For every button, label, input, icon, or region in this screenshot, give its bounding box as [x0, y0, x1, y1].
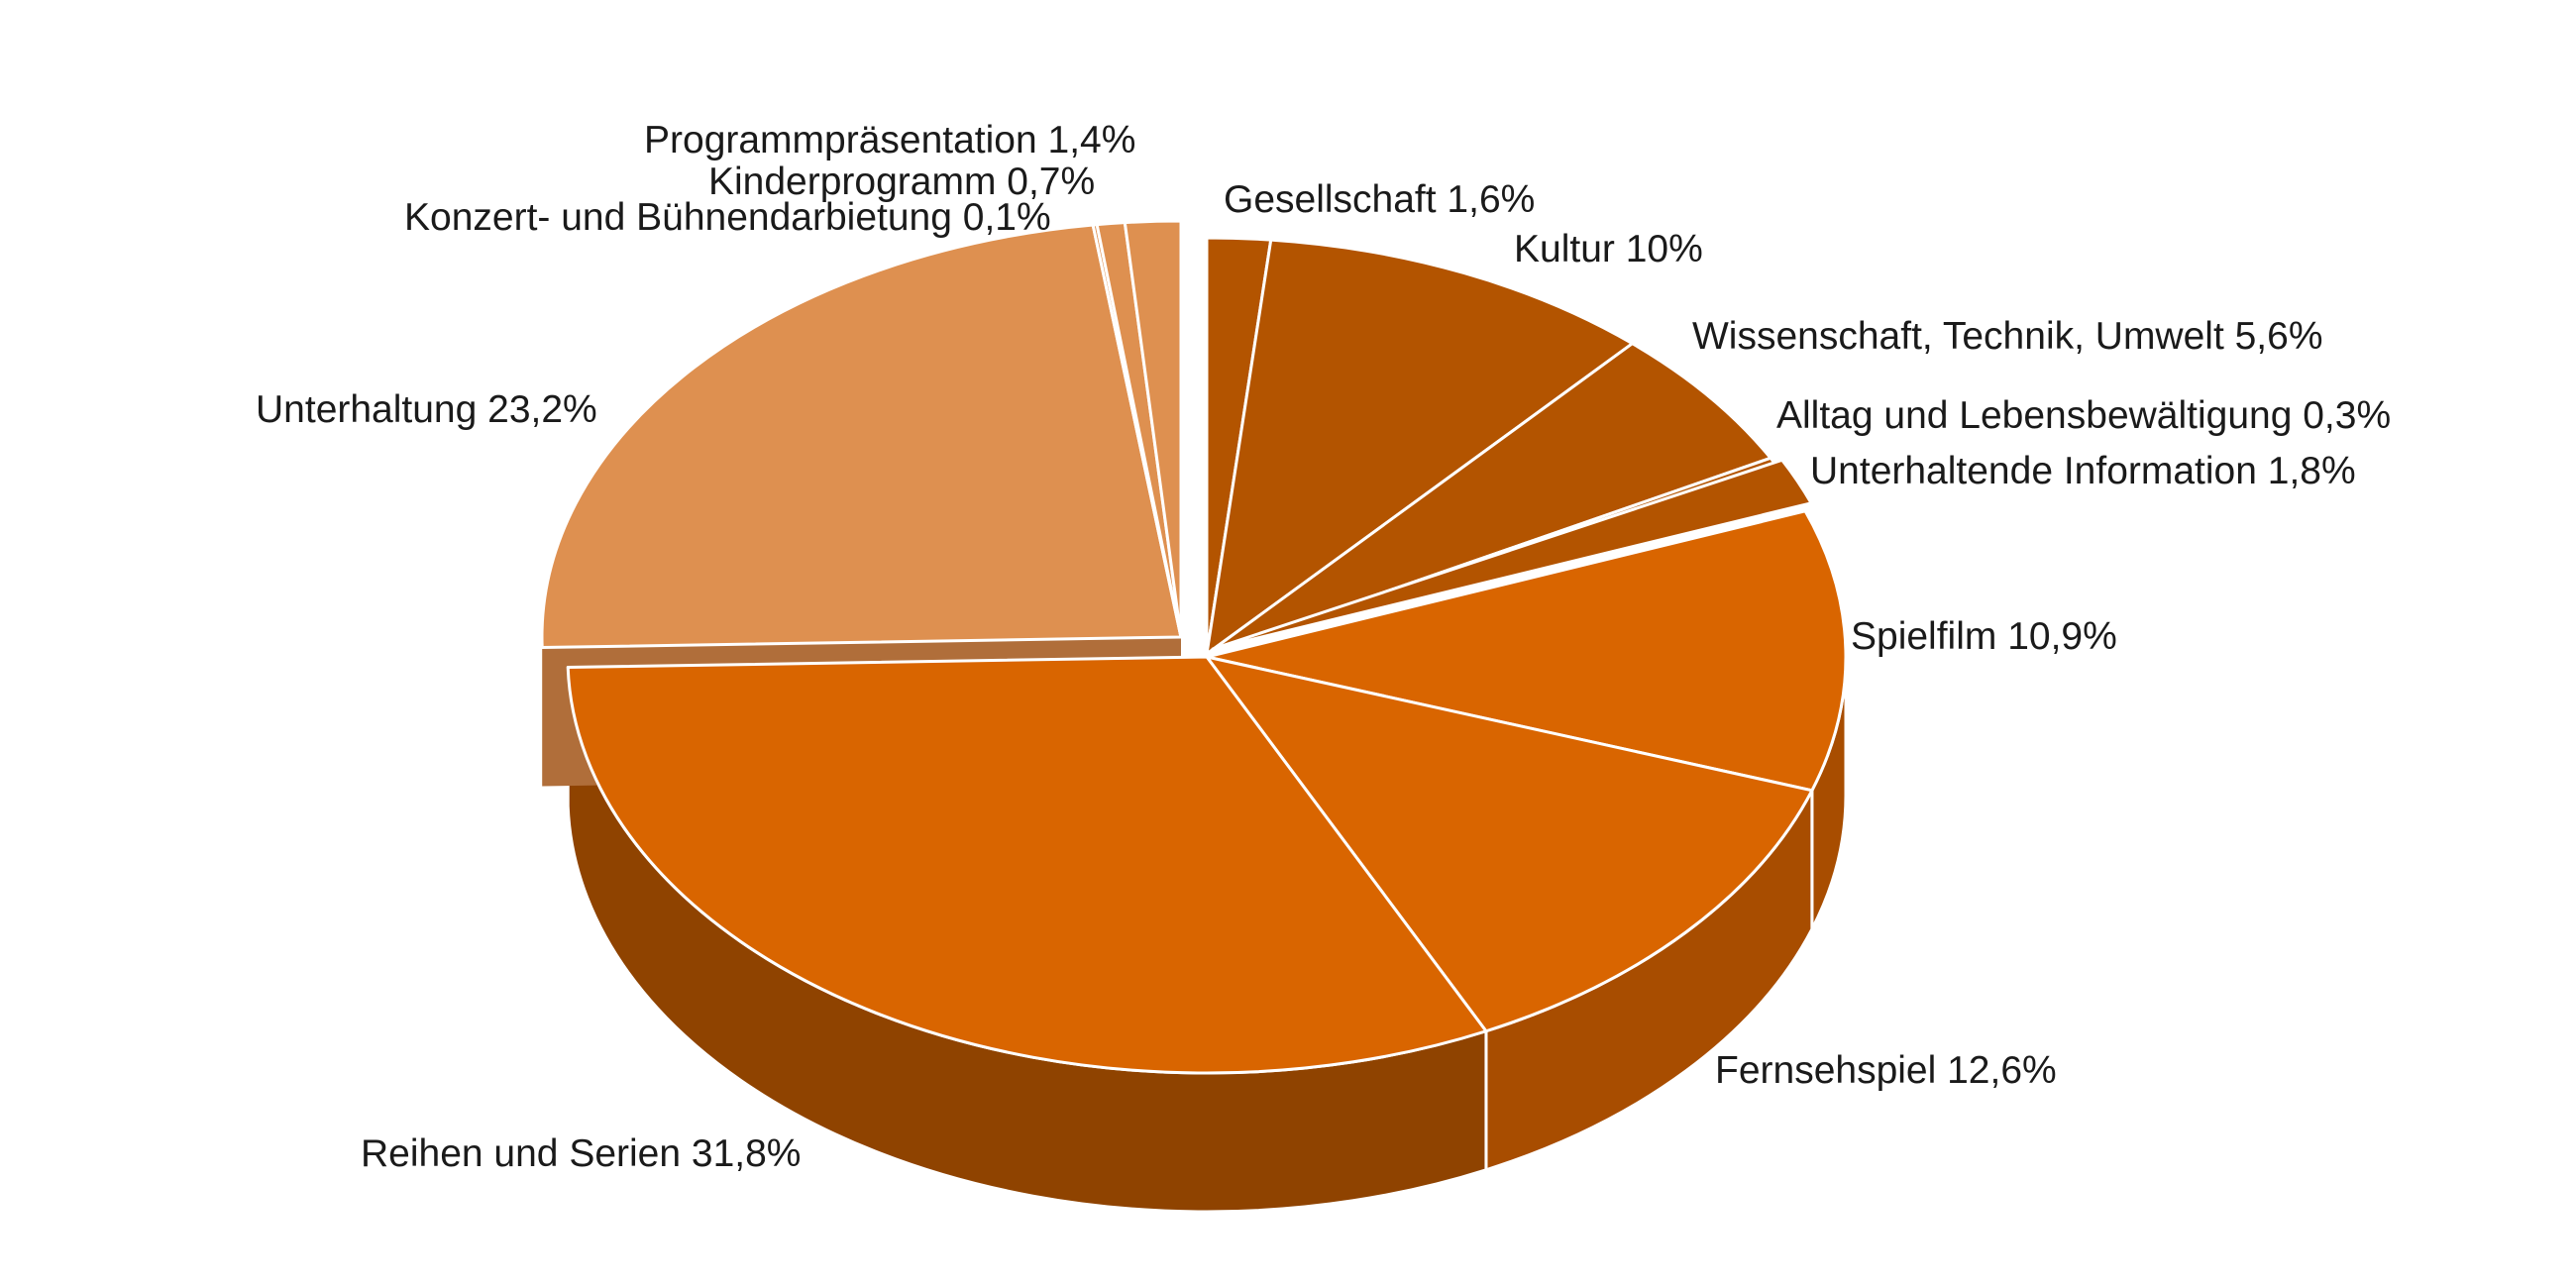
pie-slice-fernsehspiel	[1205, 655, 1814, 1033]
slice-label-programmpräsentation: Programmpräsentation 1,4%	[644, 119, 1135, 161]
pie-slice-spielfilm	[1205, 509, 1848, 793]
slice-label-kultur: Kultur 10%	[1514, 228, 1703, 270]
pie-slice-unterhaltung	[540, 223, 1183, 650]
slice-label-alltag-und-lebensbewältigung: Alltag und Lebensbewältigung 0,3%	[1776, 394, 2391, 437]
slice-label-unterhaltung: Unterhaltung 23,2%	[256, 388, 597, 431]
slice-label-fernsehspiel: Fernsehspiel 12,6%	[1715, 1049, 2057, 1092]
slice-label-unterhaltende-information: Unterhaltende Information 1,8%	[1810, 450, 2356, 492]
slice-label-gesellschaft: Gesellschaft 1,6%	[1224, 178, 1535, 221]
pie-slice-kultur	[1205, 238, 1635, 656]
slice-label-reihen-und-serien: Reihen und Serien 31,8%	[361, 1132, 801, 1175]
pie-labels: Gesellschaft 1,6% Kultur 10% Wissenschaft,…	[256, 119, 2391, 1175]
slice-label-kinderprogramm: Kinderprogramm 0,7%	[708, 161, 1095, 203]
pie-slice-wissenschaft-technik-umwelt	[1205, 342, 1772, 656]
pie-top-faces	[540, 219, 1848, 1075]
slice-label-wissenschaft-technik-umwelt: Wissenschaft, Technik, Umwelt 5,6%	[1692, 315, 2323, 358]
pie-slice-reihen-und-serien	[566, 655, 1488, 1075]
slice-label-spielfilm: Spielfilm 10,9%	[1851, 615, 2117, 658]
pie-slice-unterhaltende-information	[1211, 458, 1813, 651]
pie-slice-programmpräsentation	[1123, 219, 1183, 639]
slice-label-konzert-und-bühnendarbietung: Konzert- und Bühnendarbietung 0,1%	[404, 196, 1051, 239]
